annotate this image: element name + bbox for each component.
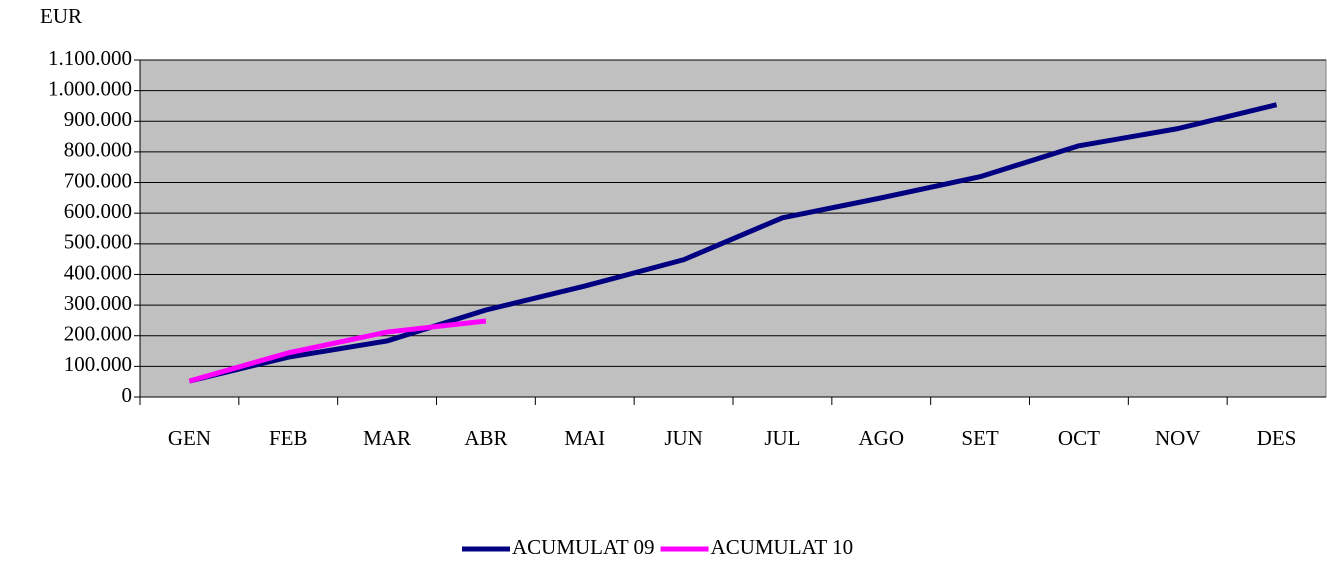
y-axis-label: EUR xyxy=(40,4,82,28)
x-tick-label: JUN xyxy=(664,426,703,450)
y-tick-label: 300.000 xyxy=(64,291,132,315)
series-line xyxy=(188,102,1278,384)
y-tick-label: 800.000 xyxy=(64,138,132,162)
x-tick-label: SET xyxy=(961,426,999,450)
legend-label: ACUMULAT 09 xyxy=(512,535,655,559)
x-tick-label: AGO xyxy=(859,426,905,450)
x-tick-label: NOV xyxy=(1155,426,1201,450)
y-tick-label: 200.000 xyxy=(64,322,132,346)
y-tick-label: 1.100.000 xyxy=(48,46,132,70)
x-tick-label: MAR xyxy=(363,426,411,450)
y-tick-label: 100.000 xyxy=(64,352,132,376)
y-tick-label: 1.000.000 xyxy=(48,76,132,100)
x-tick-label: FEB xyxy=(269,426,308,450)
y-tick-label: 0 xyxy=(122,383,133,407)
x-tick-label: MAI xyxy=(564,426,605,450)
y-tick-label: 700.000 xyxy=(64,168,132,192)
y-tick-label: 900.000 xyxy=(64,107,132,131)
y-tick-label: 500.000 xyxy=(64,230,132,254)
legend-label: ACUMULAT 10 xyxy=(711,535,854,559)
x-tick-label: JUL xyxy=(764,426,800,450)
x-tick-label: ABR xyxy=(464,426,507,450)
y-tick-label: 600.000 xyxy=(64,199,132,223)
x-tick-label: OCT xyxy=(1058,426,1100,450)
x-tick-label: GEN xyxy=(168,426,211,450)
y-tick-label: 400.000 xyxy=(64,260,132,284)
x-tick-label: DES xyxy=(1257,426,1297,450)
series-line xyxy=(188,318,487,384)
